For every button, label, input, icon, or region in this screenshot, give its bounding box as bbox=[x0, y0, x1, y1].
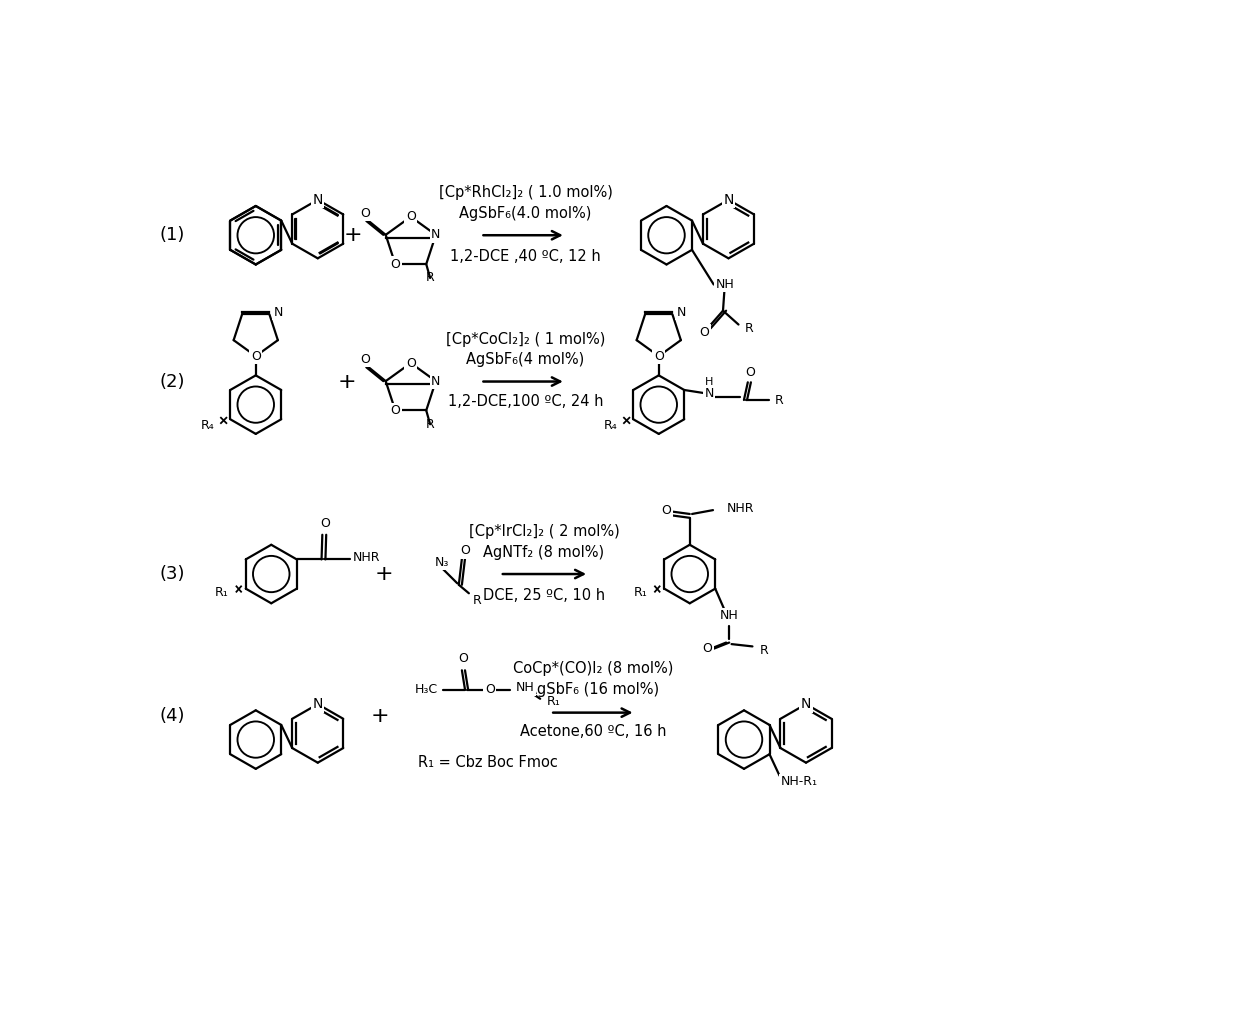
Text: R₄: R₄ bbox=[604, 419, 618, 432]
Text: O: O bbox=[391, 257, 401, 271]
Text: AgSbF₆(4 mol%): AgSbF₆(4 mol%) bbox=[466, 353, 584, 367]
Text: N: N bbox=[312, 698, 322, 711]
Text: R: R bbox=[775, 394, 784, 407]
Text: N: N bbox=[676, 305, 686, 318]
Text: O: O bbox=[405, 211, 415, 224]
Text: R₄: R₄ bbox=[201, 419, 215, 432]
Text: R: R bbox=[425, 272, 434, 285]
Text: (4): (4) bbox=[159, 708, 185, 725]
Text: O: O bbox=[405, 357, 415, 369]
Text: N: N bbox=[432, 374, 440, 387]
Text: N: N bbox=[312, 193, 322, 206]
Text: R₁: R₁ bbox=[547, 695, 560, 708]
Text: CoCp*(CO)I₂ (8 mol%): CoCp*(CO)I₂ (8 mol%) bbox=[512, 661, 673, 676]
Text: O: O bbox=[460, 544, 470, 557]
Text: N: N bbox=[723, 193, 734, 206]
Text: NH: NH bbox=[516, 681, 534, 695]
Text: NH: NH bbox=[720, 609, 739, 622]
Text: NHR: NHR bbox=[352, 551, 381, 564]
Text: NH: NH bbox=[715, 278, 734, 291]
Text: R₁ = Cbz Boc Fmoc: R₁ = Cbz Boc Fmoc bbox=[419, 756, 558, 770]
Text: H₃C: H₃C bbox=[414, 683, 438, 696]
Text: O: O bbox=[699, 325, 709, 339]
Text: (3): (3) bbox=[159, 565, 185, 583]
Text: (1): (1) bbox=[160, 226, 185, 244]
Text: O: O bbox=[391, 404, 401, 417]
Text: [Cp*CoCl₂]₂ ( 1 mol%): [Cp*CoCl₂]₂ ( 1 mol%) bbox=[445, 332, 605, 347]
Text: 1,2-DCE ,40 ºC, 12 h: 1,2-DCE ,40 ºC, 12 h bbox=[450, 249, 601, 264]
Text: (2): (2) bbox=[159, 372, 185, 391]
Text: 1,2-DCE,100 ºC, 24 h: 1,2-DCE,100 ºC, 24 h bbox=[448, 394, 603, 409]
Text: R: R bbox=[760, 644, 769, 657]
Text: O: O bbox=[459, 652, 469, 665]
Text: O: O bbox=[250, 350, 260, 363]
Text: N: N bbox=[801, 698, 811, 711]
Text: O: O bbox=[361, 353, 371, 366]
Text: AgNTf₂ (8 mol%): AgNTf₂ (8 mol%) bbox=[484, 545, 605, 560]
Text: N: N bbox=[704, 387, 714, 401]
Text: O: O bbox=[662, 504, 671, 518]
Text: +: + bbox=[374, 564, 393, 584]
Text: O: O bbox=[485, 683, 495, 696]
Text: +: + bbox=[337, 371, 357, 392]
Text: AgSbF₆(4.0 mol%): AgSbF₆(4.0 mol%) bbox=[459, 206, 591, 221]
Text: DCE, 25 ºC, 10 h: DCE, 25 ºC, 10 h bbox=[484, 588, 605, 603]
Text: R₁: R₁ bbox=[215, 586, 228, 599]
Text: R₁: R₁ bbox=[634, 586, 647, 599]
Text: +: + bbox=[371, 707, 389, 726]
Text: O: O bbox=[653, 350, 663, 363]
Text: R: R bbox=[472, 595, 481, 607]
Text: R: R bbox=[425, 418, 434, 431]
Text: [Cp*IrCl₂]₂ ( 2 mol%): [Cp*IrCl₂]₂ ( 2 mol%) bbox=[469, 524, 620, 539]
Text: N₃: N₃ bbox=[434, 556, 449, 569]
Text: H: H bbox=[704, 376, 713, 386]
Text: O: O bbox=[361, 206, 371, 220]
Text: AgSbF₆ (16 mol%): AgSbF₆ (16 mol%) bbox=[527, 682, 658, 697]
Text: O: O bbox=[703, 642, 713, 655]
Text: NHR: NHR bbox=[727, 502, 754, 515]
Text: Acetone,60 ºC, 16 h: Acetone,60 ºC, 16 h bbox=[520, 724, 666, 739]
Text: N: N bbox=[273, 305, 283, 318]
Text: O: O bbox=[745, 366, 755, 378]
Text: N: N bbox=[432, 229, 440, 241]
Text: [Cp*RhCl₂]₂ ( 1.0 mol%): [Cp*RhCl₂]₂ ( 1.0 mol%) bbox=[439, 185, 613, 200]
Text: R: R bbox=[745, 322, 754, 335]
Text: O: O bbox=[320, 518, 330, 531]
Text: NH-R₁: NH-R₁ bbox=[780, 775, 817, 788]
Text: +: + bbox=[343, 225, 362, 245]
